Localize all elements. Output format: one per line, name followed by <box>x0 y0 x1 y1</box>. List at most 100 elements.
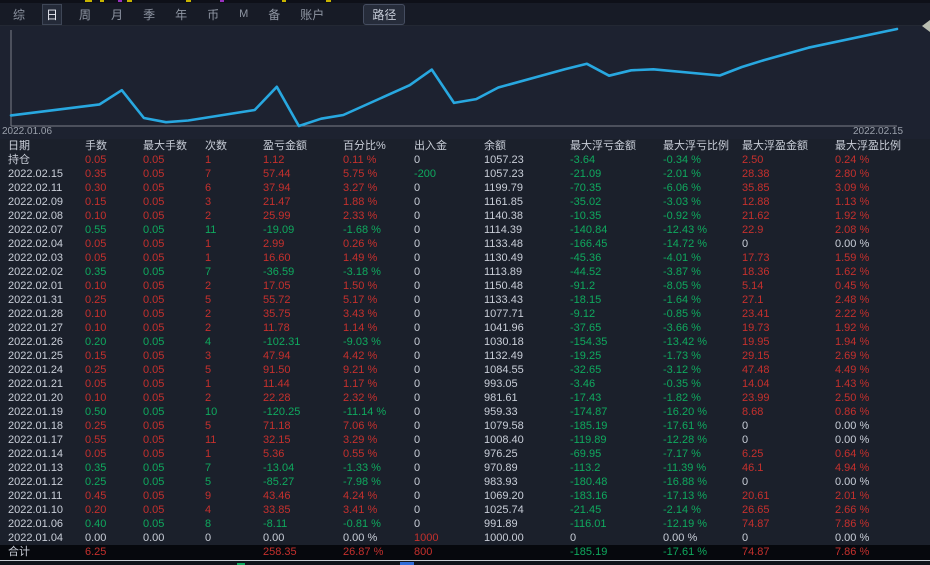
table-row[interactable]: 2022.01.06 0.40 0.05 8 -8.11 -0.81 % 0 991.89 -1… <box>0 517 930 531</box>
cell-cash-flow: 0 <box>414 224 421 236</box>
cell-count: 0 <box>205 532 212 544</box>
cell-max-float-profit: 0 <box>742 434 749 446</box>
right-edge-marker-icon <box>922 20 930 32</box>
table-row[interactable]: 2022.01.21 0.05 0.05 1 11.44 1.17 % 0 993.05 -3.… <box>0 377 930 391</box>
table-row[interactable]: 2022.01.27 0.10 0.05 2 11.78 1.14 % 0 1041.96 -3… <box>0 321 930 335</box>
cell-count: 5 <box>205 364 212 376</box>
cell-pct: 1.14 % <box>343 322 378 334</box>
menu-tab-8[interactable]: 备 <box>268 7 281 22</box>
cell-count: 4 <box>205 336 212 348</box>
table-row[interactable]: 2022.02.02 0.35 0.05 7 -36.59 -3.18 % 0 1113.89… <box>0 265 930 279</box>
cell-max-float-profit-pct: 1.59 % <box>835 252 870 264</box>
menu-tab-1[interactable]: 日 <box>42 3 63 25</box>
equity-curve-chart[interactable]: 2022.01.06 2022.02.15 <box>0 20 930 139</box>
clipped-top-strip <box>0 0 930 3</box>
table-row[interactable]: 2022.01.31 0.25 0.05 5 55.72 5.17 % 0 1133.43 -1… <box>0 293 930 307</box>
table-row[interactable]: 2022.01.18 0.25 0.05 5 71.18 7.06 % 0 1079.58 -1… <box>0 419 930 433</box>
cell-max-float-loss-pct: -17.61 % <box>663 546 708 558</box>
table-row[interactable]: 2022.01.04 0.00 0.00 0 0.00 0.00 % 1000 1000.00… <box>0 531 930 545</box>
bottom-scrollbar[interactable] <box>0 560 930 565</box>
path-button[interactable]: 路径 <box>363 3 406 25</box>
table-row[interactable]: 2022.01.14 0.05 0.05 1 5.36 0.55 % 0 976.25 -69.… <box>0 447 930 461</box>
table-row[interactable]: 2022.02.11 0.30 0.05 6 37.94 3.27 % 0 1199.79 -7… <box>0 181 930 195</box>
cell-max-lots: 0.05 <box>143 308 165 320</box>
table-row[interactable]: 2022.02.15 0.35 0.05 7 57.44 5.75 % -200 1057.2… <box>0 167 930 181</box>
menu-tab-6[interactable]: 币 <box>207 7 220 22</box>
cell-max-float-loss: -91.2 <box>570 280 596 292</box>
menu-tab-0[interactable]: 综 <box>13 7 26 22</box>
cell-pct: -0.81 % <box>343 518 381 530</box>
table-row[interactable]: 2022.01.11 0.45 0.05 9 43.46 4.24 % 0 1069.20 -1… <box>0 489 930 503</box>
table-row[interactable]: 2022.02.01 0.10 0.05 2 17.05 1.50 % 0 1150.48 -9… <box>0 279 930 293</box>
table-row[interactable]: 2022.02.08 0.10 0.05 2 25.99 2.33 % 0 1140.38 -1… <box>0 209 930 223</box>
cell-balance: 1161.85 <box>484 196 523 208</box>
cell-pnl: 57.44 <box>263 168 291 180</box>
cell-balance: 1133.48 <box>484 238 523 250</box>
cell-max-float-loss: -183.16 <box>570 490 608 502</box>
table-row[interactable]: 2022.01.24 0.25 0.05 5 91.50 9.21 % 0 1084.55 -3… <box>0 363 930 377</box>
table-row[interactable]: 2022.01.13 0.35 0.05 7 -13.04 -1.33 % 0 970.89 -… <box>0 461 930 475</box>
cell-date: 2022.01.14 <box>8 448 64 460</box>
cell-balance: 1084.55 <box>484 364 524 376</box>
table-row[interactable]: 2022.02.09 0.15 0.05 3 21.47 1.88 % 0 1161.85 -3… <box>0 195 930 209</box>
cell-max-float-loss: -185.19 <box>570 546 608 558</box>
menu-tab-4[interactable]: 季 <box>143 7 156 22</box>
cell-max-float-profit: 14.04 <box>742 378 770 390</box>
cell-max-float-profit: 8.68 <box>742 406 764 418</box>
table-row[interactable]: 2022.01.28 0.10 0.05 2 35.75 3.43 % 0 1077.71 -9… <box>0 307 930 321</box>
cell-max-lots <box>143 545 205 560</box>
cell-balance: 1114.39 <box>484 224 523 236</box>
cell-max-float-profit-pct: 7.86 % <box>835 546 870 558</box>
menu-tab-7[interactable]: M <box>239 8 249 20</box>
menu-tab-3[interactable]: 月 <box>111 7 124 22</box>
cell-lots: 0.25 <box>85 476 107 488</box>
cell-max-float-profit: 74.87 <box>742 518 770 530</box>
table-row[interactable]: 2022.01.19 0.50 0.05 10 -120.25 -11.14 % 0 959.… <box>0 405 930 419</box>
cell-max-float-profit: 最大浮盈金额 <box>742 140 808 152</box>
cell-max-float-loss: -70.35 <box>570 182 602 194</box>
cell-count: 2 <box>205 308 212 320</box>
cell-max-lots: 0.05 <box>143 280 165 292</box>
table-row[interactable]: 2022.01.20 0.10 0.05 2 22.28 2.32 % 0 981.61 -17… <box>0 391 930 405</box>
cell-max-float-profit: 0 <box>742 420 749 432</box>
menu-tab-5[interactable]: 年 <box>175 7 188 22</box>
scrollbar-thumb[interactable] <box>400 562 414 565</box>
cell-max-float-loss-pct: -13.42 % <box>663 336 708 348</box>
cell-max-float-profit: 19.95 <box>742 336 770 348</box>
cell-balance: 976.25 <box>484 448 518 460</box>
total-row[interactable]: 合计 6.25 258.35 26.87 % 800 -185.19 -17.61 % 74.… <box>0 545 930 560</box>
cell-max-float-loss-pct: -0.35 % <box>663 378 701 390</box>
cell-pnl: 22.28 <box>263 392 291 404</box>
cell-lots: 0.00 <box>85 532 107 544</box>
table-row[interactable]: 2022.01.10 0.20 0.05 4 33.85 3.41 % 0 1025.74 -2… <box>0 503 930 517</box>
cell-max-float-loss: -166.45 <box>570 238 608 250</box>
table-row[interactable]: 2022.01.12 0.25 0.05 5 -85.27 -7.98 % 0 983.93 -… <box>0 475 930 489</box>
cell-max-float-profit: 35.85 <box>742 182 770 194</box>
cell-lots: 0.45 <box>85 490 107 502</box>
menu-tab-9[interactable]: 账户 <box>300 7 325 22</box>
cell-date: 2022.01.17 <box>8 434 64 446</box>
cell-max-lots: 0.05 <box>143 392 165 404</box>
table-row[interactable]: 2022.01.25 0.15 0.05 3 47.94 4.42 % 0 1132.49 -1… <box>0 349 930 363</box>
cell-max-float-loss-pct: -3.12 % <box>663 364 701 376</box>
table-row[interactable]: 2022.02.07 0.55 0.05 11 -19.09 -1.68 % 0 1114.3… <box>0 223 930 237</box>
cell-count: 1 <box>205 154 212 166</box>
cell-pct: -9.03 % <box>343 336 381 348</box>
table-row[interactable]: 2022.02.04 0.05 0.05 1 2.99 0.26 % 0 1133.48 -16… <box>0 237 930 251</box>
cell-date: 2022.02.15 <box>8 168 64 180</box>
table-row[interactable]: 2022.01.26 0.20 0.05 4 -102.31 -9.03 % 0 1030.1… <box>0 335 930 349</box>
table-row[interactable]: 持仓 0.05 0.05 1 1.12 0.11 % 0 1057.23 -3.64 -0.34 … <box>0 153 930 167</box>
cell-count: 4 <box>205 504 212 516</box>
cell-cash-flow: 1000 <box>414 532 439 544</box>
cell-date: 2022.02.01 <box>8 280 64 292</box>
cell-pnl: 47.94 <box>263 350 291 362</box>
cell-max-float-loss: -35.02 <box>570 196 602 208</box>
cell-max-lots: 0.05 <box>143 350 165 362</box>
menu-tab-2[interactable]: 周 <box>79 7 92 22</box>
cell-max-lots: 0.05 <box>143 154 165 166</box>
cell-max-float-loss-pct: -6.06 % <box>663 182 701 194</box>
table-row[interactable]: 2022.02.03 0.05 0.05 1 16.60 1.49 % 0 1130.49 -4… <box>0 251 930 265</box>
cell-cash-flow: 0 <box>414 420 421 432</box>
cell-cash-flow: 0 <box>414 392 421 404</box>
table-row[interactable]: 2022.01.17 0.55 0.05 11 32.15 3.29 % 0 1008.40 -… <box>0 433 930 447</box>
